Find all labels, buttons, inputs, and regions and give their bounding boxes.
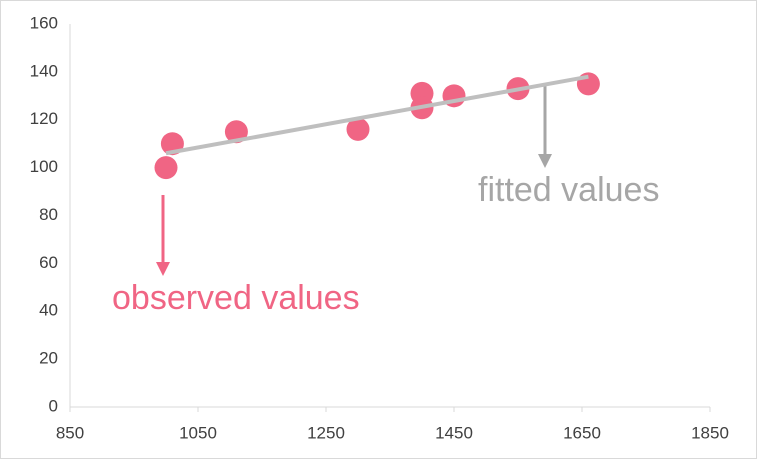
y-tick-label: 100 [30,157,58,176]
data-point [346,117,370,141]
x-tick-label: 1250 [307,423,345,442]
y-tick-label: 0 [49,396,58,415]
x-tick-label: 1850 [691,423,729,442]
y-tick-label: 20 [39,349,58,368]
x-tick-label: 1650 [563,423,601,442]
x-tick-label: 1050 [179,423,217,442]
y-tick-label: 160 [30,13,58,32]
y-tick-label: 60 [39,253,58,272]
data-point [576,72,600,96]
observed-arrow [156,195,170,276]
annotation: observed values [112,279,360,317]
y-tick-label: 140 [30,61,58,80]
x-tick-label: 1450 [435,423,473,442]
y-tick-label: 40 [39,301,58,320]
annotation: fitted values [478,171,659,209]
y-tick-label: 120 [30,109,58,128]
data-point [154,156,178,180]
x-tick-label: 850 [56,423,84,442]
fitted-arrow [538,85,552,168]
y-tick-label: 80 [39,205,58,224]
fitted-line [165,74,589,156]
